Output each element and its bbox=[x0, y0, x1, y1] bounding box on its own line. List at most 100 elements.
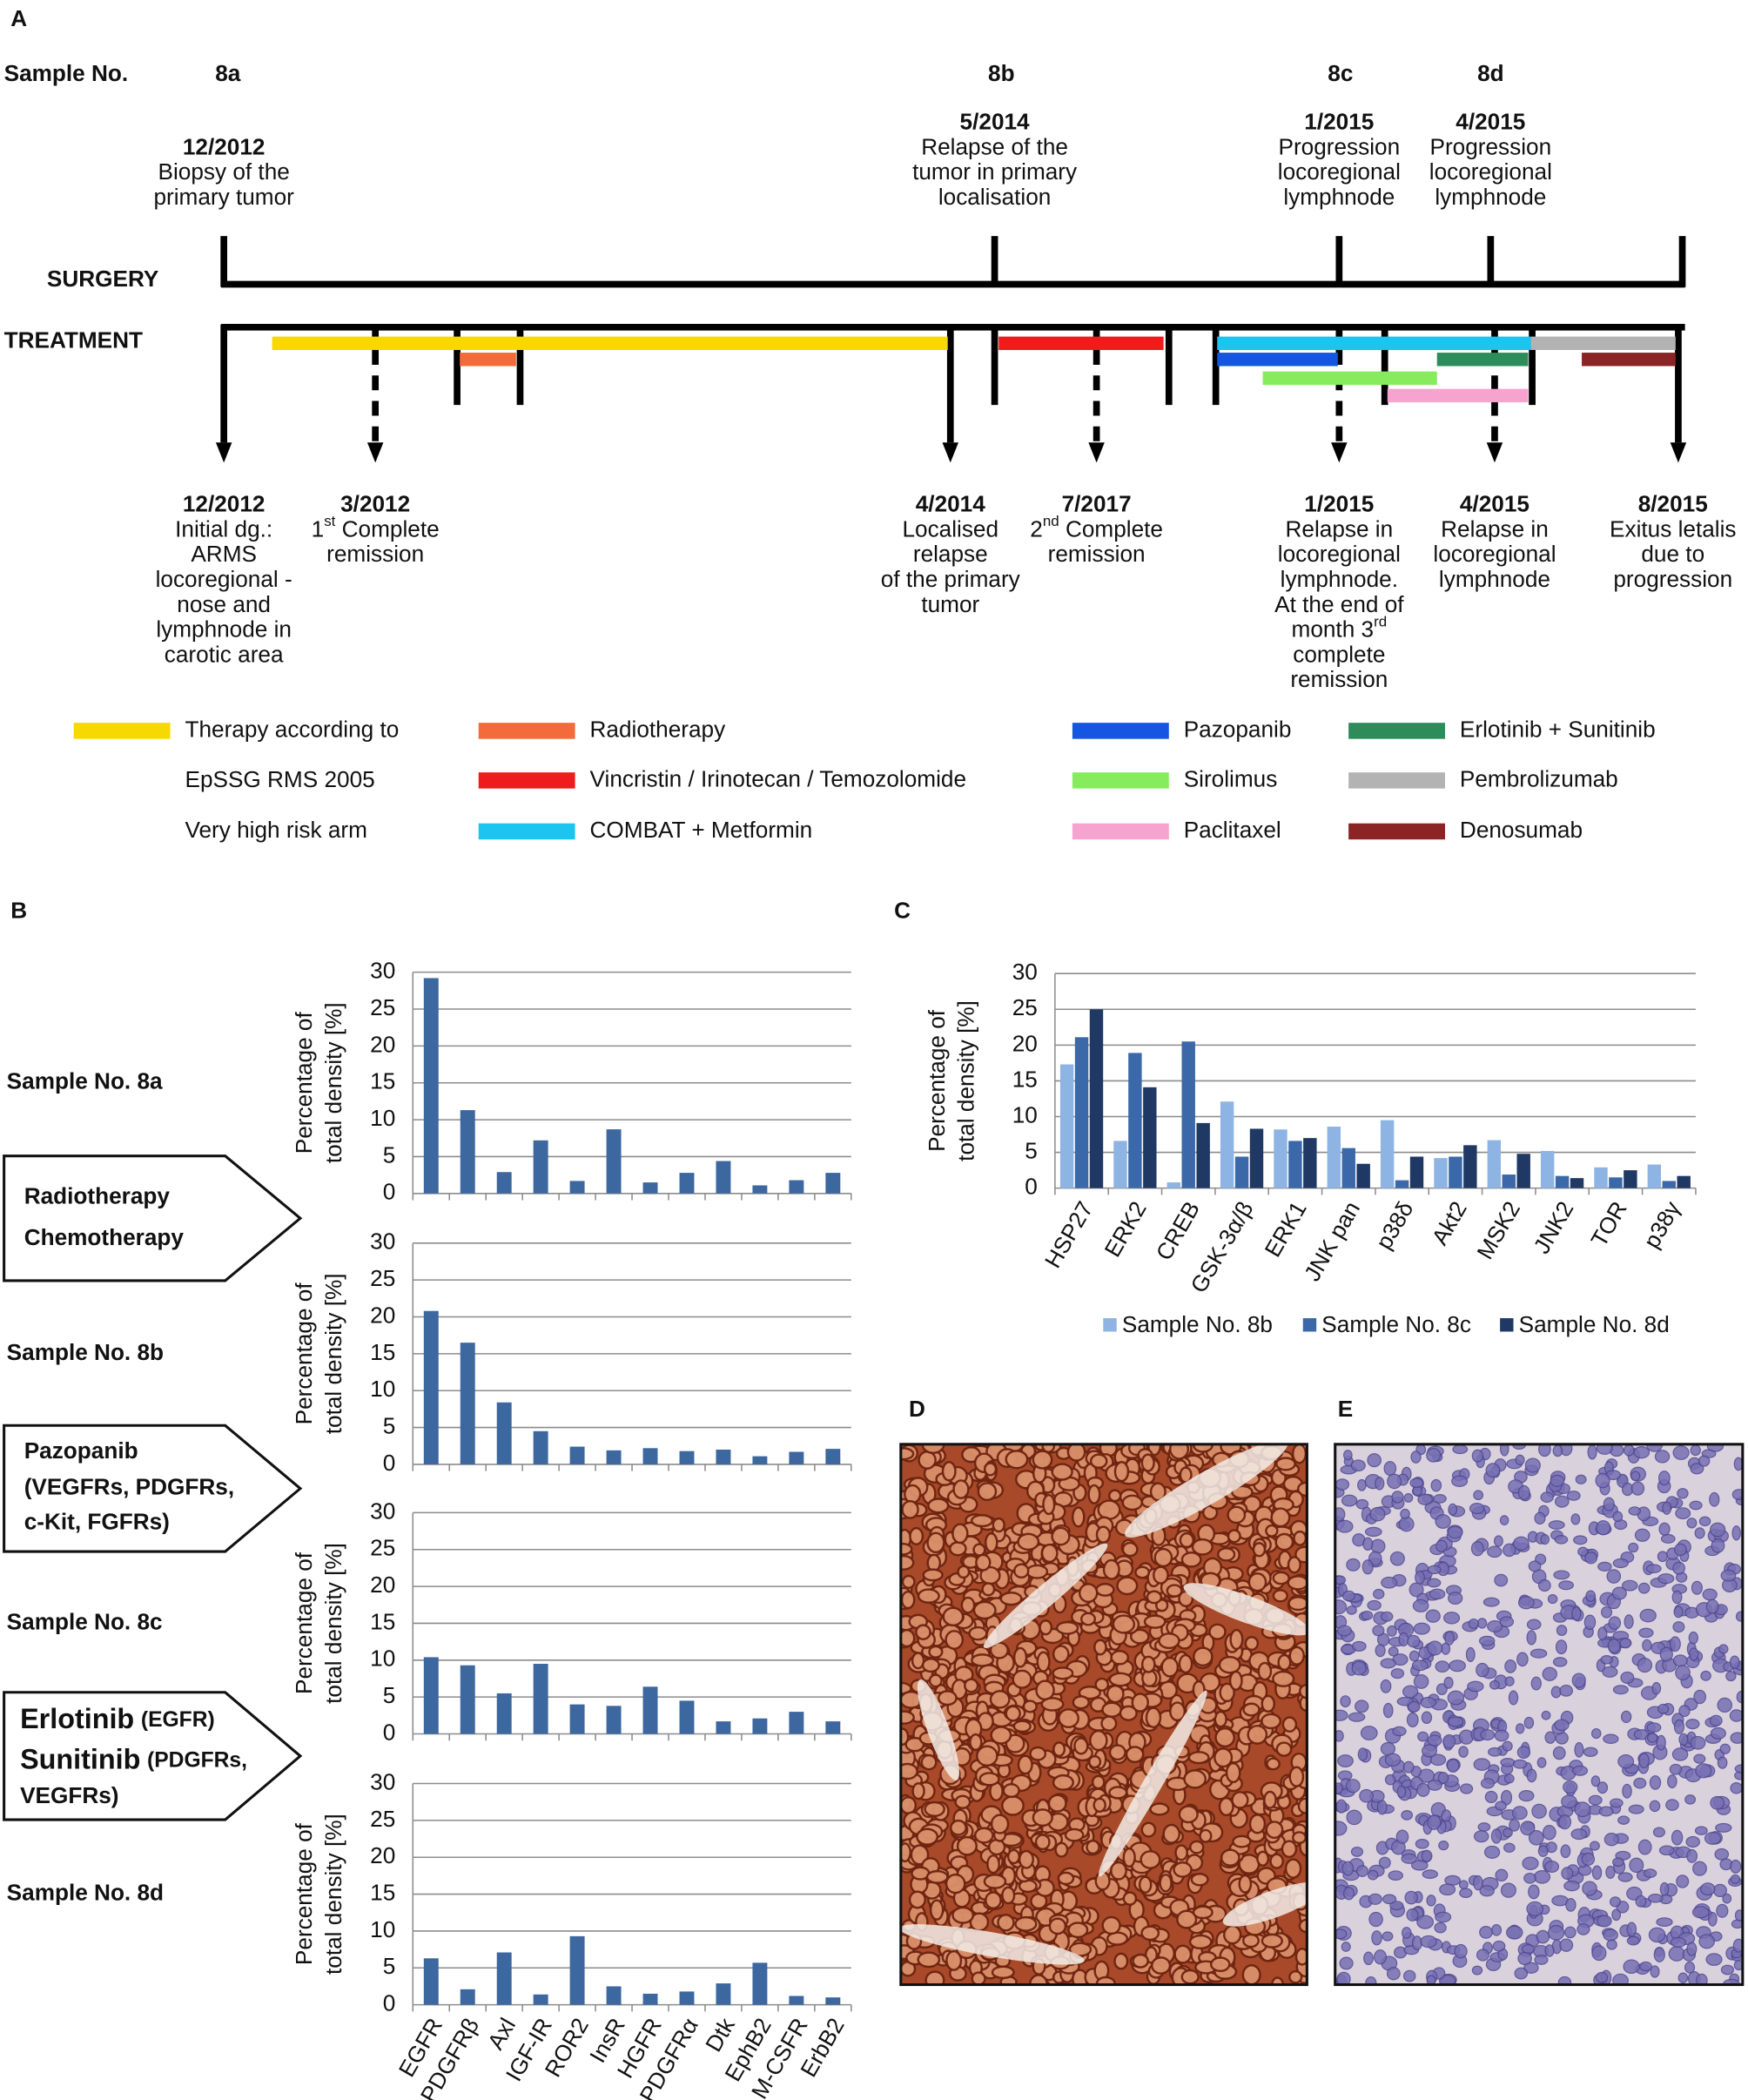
cell bbox=[928, 1645, 944, 1659]
cell bbox=[1517, 1484, 1530, 1501]
text-line: due to bbox=[1641, 541, 1704, 567]
bar bbox=[460, 1665, 475, 1734]
cell bbox=[1591, 1865, 1603, 1881]
cell bbox=[1650, 1965, 1660, 1978]
cell bbox=[1581, 1852, 1596, 1866]
cell bbox=[1132, 1953, 1149, 1969]
cell bbox=[1068, 1942, 1092, 1957]
cell bbox=[909, 1526, 924, 1546]
cell bbox=[1554, 1495, 1570, 1508]
cell bbox=[1479, 1926, 1493, 1939]
cell bbox=[1555, 1639, 1568, 1655]
cell bbox=[1709, 1522, 1726, 1538]
y-tick-label: 10 bbox=[370, 1376, 395, 1402]
cell bbox=[1350, 1846, 1364, 1857]
text-line: Initial dg.: bbox=[175, 515, 272, 542]
cell bbox=[1121, 1494, 1144, 1511]
cell bbox=[1620, 1710, 1632, 1724]
text-line: locoregional - bbox=[156, 566, 292, 592]
drug-line: Sunitinib (PDGFRs, bbox=[20, 1743, 247, 1774]
cell bbox=[1577, 1923, 1590, 1935]
cell bbox=[1606, 1569, 1622, 1584]
cell bbox=[1367, 1869, 1379, 1881]
cell bbox=[941, 1461, 957, 1482]
bar bbox=[1463, 1145, 1477, 1188]
cell bbox=[1649, 1800, 1661, 1813]
cell bbox=[1645, 1564, 1662, 1573]
cell bbox=[985, 1891, 1002, 1909]
bar bbox=[423, 1657, 439, 1734]
bar bbox=[679, 1173, 695, 1194]
cell bbox=[992, 1517, 1005, 1533]
cell bbox=[1624, 1614, 1634, 1629]
cell bbox=[1343, 1450, 1353, 1461]
cell bbox=[1179, 1531, 1194, 1549]
cell bbox=[1294, 1948, 1308, 1966]
y-tick-label: 0 bbox=[1025, 1174, 1038, 1200]
cell bbox=[1526, 1768, 1537, 1783]
bar bbox=[496, 1693, 512, 1734]
cell bbox=[1657, 1551, 1668, 1563]
cell bbox=[999, 1592, 1023, 1606]
text-line: Exitus letalis bbox=[1610, 515, 1736, 542]
cell bbox=[1376, 1800, 1388, 1815]
cell bbox=[1659, 1646, 1673, 1662]
cell bbox=[1396, 1785, 1407, 1799]
cell bbox=[1533, 1870, 1551, 1884]
cell bbox=[1116, 1576, 1139, 1596]
cell bbox=[1612, 1973, 1629, 1985]
cell bbox=[1166, 1584, 1183, 1598]
cell bbox=[1722, 1893, 1732, 1904]
cell bbox=[1667, 1774, 1677, 1789]
bar bbox=[1395, 1180, 1409, 1188]
cell bbox=[976, 1745, 998, 1767]
cell bbox=[1270, 1507, 1291, 1528]
cell bbox=[1346, 1809, 1362, 1826]
cell bbox=[1073, 1737, 1089, 1755]
x-tick-label: MSK2 bbox=[1472, 1197, 1526, 1264]
cell bbox=[1281, 1716, 1298, 1733]
cell bbox=[1036, 1651, 1051, 1673]
legend-swatch bbox=[1302, 1318, 1317, 1332]
cell bbox=[973, 1827, 994, 1844]
cell bbox=[1416, 1782, 1430, 1797]
cell bbox=[1417, 1493, 1433, 1505]
cell bbox=[1110, 1649, 1130, 1666]
cell bbox=[1153, 1547, 1173, 1568]
cell bbox=[1335, 1519, 1354, 1533]
cell bbox=[1550, 1474, 1565, 1487]
cell bbox=[1199, 1828, 1213, 1843]
cell bbox=[1134, 1565, 1151, 1579]
cell bbox=[1404, 1890, 1418, 1905]
cell bbox=[1617, 1753, 1635, 1769]
cell bbox=[1633, 1446, 1651, 1459]
cell bbox=[1214, 1727, 1235, 1748]
cell bbox=[1252, 1542, 1267, 1558]
cell bbox=[1112, 1614, 1136, 1634]
cell bbox=[1654, 1450, 1671, 1464]
cell bbox=[1694, 1527, 1705, 1539]
cell bbox=[1698, 1516, 1711, 1527]
text-line: carotic area bbox=[165, 641, 284, 667]
cell bbox=[1547, 1593, 1558, 1605]
cell bbox=[1401, 1853, 1417, 1864]
cell bbox=[1695, 1763, 1712, 1779]
cell bbox=[1603, 1733, 1619, 1744]
y-tick-label: 20 bbox=[370, 1842, 395, 1868]
y-tick-label: 0 bbox=[383, 1450, 396, 1476]
cell bbox=[1360, 1726, 1378, 1740]
superscript: st bbox=[324, 514, 335, 530]
cell bbox=[1374, 1949, 1388, 1965]
cell bbox=[1523, 1716, 1535, 1729]
cell bbox=[1652, 1827, 1665, 1838]
bar bbox=[1166, 1182, 1180, 1188]
cell bbox=[1403, 1493, 1414, 1503]
panel-label: E bbox=[1338, 1396, 1353, 1422]
cell bbox=[1693, 1689, 1706, 1705]
treatment-bar bbox=[1387, 388, 1529, 403]
cell bbox=[1001, 1795, 1025, 1816]
cell bbox=[1261, 1713, 1282, 1730]
cell bbox=[920, 1753, 938, 1771]
text-line: At the end of bbox=[1274, 591, 1404, 617]
cell bbox=[968, 1625, 988, 1641]
